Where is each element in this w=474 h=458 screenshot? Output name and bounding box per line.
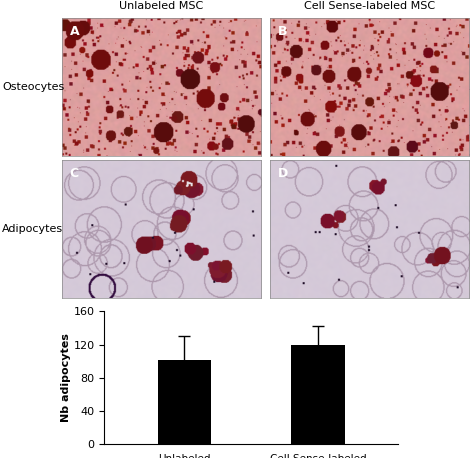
Bar	[292, 345, 345, 444]
Text: Unlabeled MSC: Unlabeled MSC	[119, 1, 203, 11]
Text: A: A	[70, 25, 79, 38]
Bar	[158, 360, 211, 444]
Y-axis label: Nb adipocytes: Nb adipocytes	[61, 333, 71, 422]
Text: C: C	[70, 167, 79, 180]
Text: Osteocytes: Osteocytes	[2, 82, 64, 92]
Text: D: D	[278, 167, 288, 180]
Text: Cell Sense-labeled MSC: Cell Sense-labeled MSC	[304, 1, 435, 11]
Text: B: B	[278, 25, 288, 38]
Text: Adipocytes: Adipocytes	[2, 224, 64, 234]
